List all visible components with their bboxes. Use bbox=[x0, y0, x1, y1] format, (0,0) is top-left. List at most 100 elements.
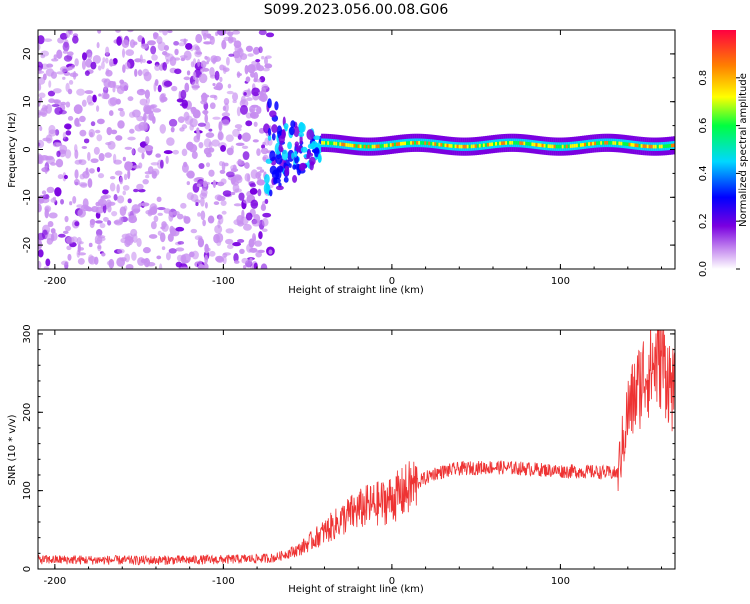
heatmap-cell bbox=[140, 258, 148, 264]
heatmap-cell bbox=[137, 146, 147, 153]
spectrogram-y-ticks: -20 -10 0 10 20 bbox=[22, 29, 675, 270]
snr-x-ticks: -200 -100 0 100 bbox=[44, 330, 663, 587]
heatmap-cell bbox=[144, 144, 154, 152]
heatmap-cell bbox=[77, 258, 85, 265]
heatmap-cell bbox=[236, 71, 241, 78]
heatmap-cell bbox=[219, 76, 223, 82]
heatmap-cell bbox=[230, 37, 237, 43]
heatmap-cell bbox=[50, 228, 56, 234]
heatmap-cell bbox=[573, 143, 577, 148]
heatmap-cell bbox=[256, 179, 266, 186]
heatmap-cell bbox=[205, 132, 215, 139]
heatmap-cell bbox=[92, 54, 101, 64]
heatmap-cell bbox=[87, 151, 91, 162]
heatmap-cell bbox=[172, 149, 179, 155]
heatmap-cell bbox=[418, 141, 421, 145]
heatmap-cell bbox=[81, 59, 86, 70]
heatmap-cell bbox=[219, 64, 225, 71]
heatmap-cell bbox=[95, 129, 101, 134]
heatmap-cell bbox=[497, 141, 500, 146]
heatmap-cell bbox=[202, 109, 209, 115]
heatmap-cell bbox=[230, 191, 236, 196]
heatmap-cell bbox=[480, 143, 484, 148]
heatmap-cell bbox=[62, 230, 69, 235]
heatmap-cell bbox=[646, 144, 649, 149]
heatmap-cell bbox=[122, 48, 126, 58]
heatmap-cell bbox=[146, 261, 156, 267]
heatmap-cell bbox=[107, 80, 116, 88]
heatmap-cell bbox=[261, 55, 265, 60]
heatmap-cell bbox=[252, 48, 260, 55]
heatmap-cell bbox=[73, 104, 83, 115]
heatmap-cell bbox=[152, 108, 162, 113]
heatmap-cell bbox=[38, 92, 46, 99]
heatmap-cell bbox=[606, 141, 609, 145]
heatmap-cell bbox=[153, 82, 157, 92]
heatmap-cell bbox=[269, 150, 276, 162]
heatmap-cell bbox=[156, 206, 166, 211]
spectrogram-x-ticks: -200 -100 0 100 bbox=[44, 30, 663, 287]
heatmap-cell bbox=[190, 193, 199, 202]
heatmap-cell bbox=[298, 122, 306, 133]
heatmap-cell bbox=[232, 99, 237, 104]
heatmap-cell bbox=[393, 142, 397, 147]
heatmap-cell bbox=[143, 104, 152, 114]
heatmap-cell bbox=[48, 212, 58, 219]
spectrogram-x-label: Height of straight line (km) bbox=[288, 285, 424, 296]
heatmap-cell bbox=[66, 245, 72, 251]
heatmap-cell bbox=[146, 60, 153, 64]
heatmap-cell bbox=[64, 225, 71, 232]
y-tick-label: 300 bbox=[22, 324, 33, 343]
heatmap-cell bbox=[268, 249, 273, 255]
heatmap-cell bbox=[80, 204, 90, 212]
heatmap-cell bbox=[67, 115, 74, 121]
heatmap-cell bbox=[232, 183, 240, 194]
heatmap-cell bbox=[117, 120, 125, 129]
heatmap-cell bbox=[416, 141, 419, 145]
heatmap-cell bbox=[127, 211, 135, 218]
heatmap-cell bbox=[87, 52, 93, 61]
heatmap-cell bbox=[131, 251, 137, 261]
heatmap-cell bbox=[283, 123, 289, 130]
heatmap-cell bbox=[525, 141, 528, 146]
heatmap-cell bbox=[662, 144, 666, 149]
heatmap-cell bbox=[118, 216, 124, 225]
heatmap-cell bbox=[145, 136, 150, 145]
heatmap-cell bbox=[208, 169, 215, 177]
heatmap-cell bbox=[223, 98, 230, 105]
heatmap-cell bbox=[624, 142, 627, 146]
heatmap-cell bbox=[561, 144, 564, 149]
heatmap-cell bbox=[89, 220, 95, 229]
heatmap-cell bbox=[507, 141, 510, 145]
heatmap-cell bbox=[281, 128, 286, 140]
heatmap-cell bbox=[154, 64, 161, 71]
heatmap-cell bbox=[165, 155, 169, 165]
heatmap-cell bbox=[38, 43, 41, 51]
heatmap-cell bbox=[169, 227, 177, 237]
heatmap-cell bbox=[600, 141, 603, 145]
heatmap-cell bbox=[125, 49, 135, 57]
heatmap-cell bbox=[106, 260, 113, 266]
heatmap-cell bbox=[142, 68, 150, 77]
heatmap-cell bbox=[197, 58, 201, 67]
heatmap-cell bbox=[92, 94, 97, 103]
heatmap-cell bbox=[499, 141, 502, 146]
heatmap-cell bbox=[72, 35, 79, 44]
heatmap-cell bbox=[251, 64, 259, 71]
heatmap-cell bbox=[137, 35, 144, 43]
heatmap-cell bbox=[375, 144, 378, 149]
heatmap-cell bbox=[209, 102, 216, 110]
heatmap-cell bbox=[488, 142, 492, 147]
heatmap-cell bbox=[157, 230, 162, 236]
heatmap-cell bbox=[179, 127, 185, 132]
heatmap-cell bbox=[181, 259, 189, 264]
heatmap-cell bbox=[213, 55, 222, 62]
heatmap-cell bbox=[107, 140, 116, 150]
y-tick-label: 10 bbox=[22, 95, 33, 108]
heatmap-cell bbox=[63, 174, 68, 180]
heatmap-cell bbox=[399, 141, 403, 146]
heatmap-cell bbox=[245, 120, 253, 127]
heatmap-cell bbox=[209, 35, 214, 41]
heatmap-cell bbox=[256, 166, 263, 170]
heatmap-cell bbox=[54, 187, 62, 197]
